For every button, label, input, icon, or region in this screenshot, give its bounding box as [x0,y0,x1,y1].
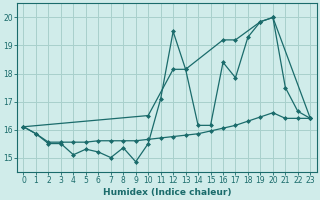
X-axis label: Humidex (Indice chaleur): Humidex (Indice chaleur) [103,188,231,197]
